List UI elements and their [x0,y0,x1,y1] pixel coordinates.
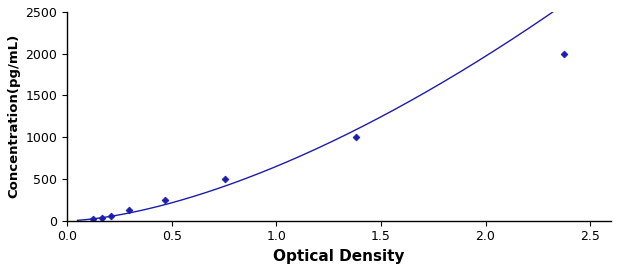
Y-axis label: Concentration(pg/mL): Concentration(pg/mL) [7,34,20,198]
X-axis label: Optical Density: Optical Density [273,249,405,264]
